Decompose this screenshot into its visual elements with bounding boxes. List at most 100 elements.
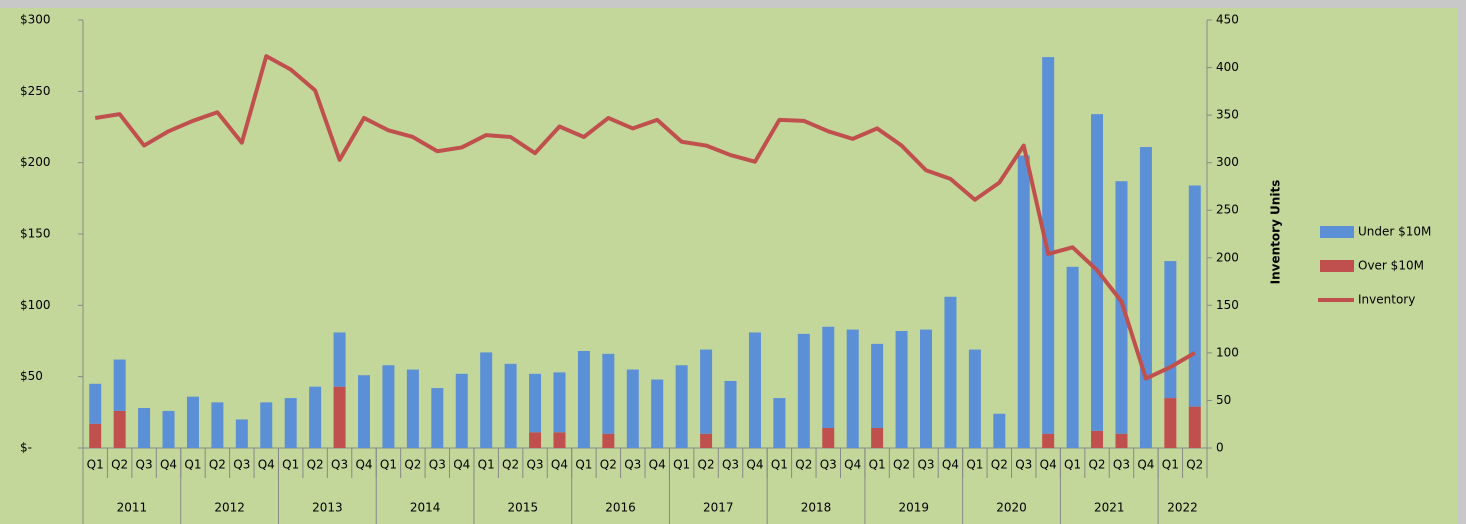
x-tick-label: Q1 — [87, 458, 104, 472]
x-tick-label: Q2 — [307, 458, 324, 472]
x-group-label: 2013 — [312, 501, 343, 515]
bar — [529, 373, 542, 433]
x-tick-label: Q1 — [184, 458, 201, 472]
bar — [260, 402, 273, 448]
bar — [1066, 266, 1079, 448]
y-tick-label: $100 — [20, 298, 51, 312]
x-tick-label: Q4 — [942, 458, 959, 472]
bar — [186, 396, 199, 448]
legend-swatch — [1320, 226, 1354, 238]
x-group-label: 2017 — [703, 501, 734, 515]
legend-swatch — [1320, 260, 1354, 272]
x-group-label: 2012 — [214, 501, 245, 515]
bar — [968, 349, 981, 448]
y-tick-label: $250 — [20, 84, 51, 98]
x-group-label: 2019 — [899, 501, 930, 515]
bar — [602, 353, 615, 434]
bar — [138, 408, 151, 448]
x-tick-label: Q2 — [893, 458, 910, 472]
bar — [333, 332, 346, 387]
bar — [651, 379, 664, 448]
x-tick-label: Q1 — [869, 458, 886, 472]
x-tick-label: Q3 — [526, 458, 543, 472]
x-tick-label: Q3 — [722, 458, 739, 472]
x-tick-label: Q2 — [600, 458, 617, 472]
bar — [162, 410, 175, 448]
bar — [773, 398, 786, 448]
bar — [871, 343, 884, 429]
bar — [89, 423, 102, 448]
x-tick-label: Q2 — [502, 458, 519, 472]
bar — [944, 296, 957, 448]
y2-tick-label: 100 — [1216, 345, 1239, 359]
x-tick-label: Q1 — [1162, 458, 1179, 472]
legend-label: Inventory — [1358, 293, 1415, 307]
x-tick-label: Q3 — [1113, 458, 1130, 472]
bar — [1115, 433, 1128, 448]
y2-axis-title: Inventory Units — [1269, 180, 1283, 285]
bar — [211, 402, 224, 448]
y2-tick-label: 400 — [1216, 60, 1239, 74]
bar — [1188, 185, 1201, 407]
x-group-label: 2020 — [996, 501, 1027, 515]
x-group-label: 2011 — [117, 501, 148, 515]
x-tick-label: Q4 — [160, 458, 177, 472]
bar — [431, 388, 444, 448]
x-tick-label: Q1 — [380, 458, 397, 472]
x-tick-label: Q2 — [209, 458, 226, 472]
bar — [529, 432, 542, 448]
bar — [626, 369, 639, 448]
x-tick-label: Q2 — [698, 458, 715, 472]
x-tick-label: Q3 — [429, 458, 446, 472]
x-group-label: 2015 — [508, 501, 539, 515]
x-tick-label: Q1 — [282, 458, 299, 472]
bar — [504, 363, 517, 448]
x-tick-label: Q4 — [746, 458, 763, 472]
bar — [455, 373, 468, 448]
legend-label: Under $10M — [1358, 225, 1431, 239]
x-tick-label: Q1 — [575, 458, 592, 472]
bar — [284, 398, 297, 448]
bar — [602, 433, 615, 448]
bar — [1017, 155, 1030, 449]
y-tick-label: $- — [20, 441, 32, 455]
bar — [235, 419, 248, 448]
x-group-label: 2014 — [410, 501, 441, 515]
bar — [1188, 406, 1201, 448]
x-group-label: 2022 — [1167, 501, 1198, 515]
y2-tick-label: 50 — [1216, 393, 1231, 407]
x-tick-label: Q4 — [1040, 458, 1057, 472]
y2-tick-label: 450 — [1216, 13, 1239, 27]
x-tick-label: Q4 — [258, 458, 275, 472]
x-tick-label: Q2 — [404, 458, 421, 472]
legend-label: Over $10M — [1358, 259, 1424, 273]
bar — [358, 375, 370, 448]
x-tick-label: Q2 — [991, 458, 1008, 472]
y2-tick-label: 300 — [1216, 155, 1239, 169]
line — [94, 54, 1196, 381]
x-group-label: 2021 — [1094, 501, 1125, 515]
bar — [724, 380, 737, 448]
bar — [553, 372, 566, 433]
x-tick-label: Q1 — [478, 458, 495, 472]
x-tick-label: Q3 — [624, 458, 641, 472]
x-tick-label: Q4 — [649, 458, 666, 472]
bar — [1091, 430, 1104, 448]
y-tick-label: $50 — [20, 369, 43, 383]
x-tick-label: Q2 — [1088, 458, 1105, 472]
x-group-label: 2018 — [801, 501, 832, 515]
x-tick-label: Q4 — [355, 458, 372, 472]
bar — [1042, 433, 1055, 448]
bar — [846, 329, 859, 448]
bar — [89, 383, 102, 424]
x-tick-label: Q4 — [551, 458, 568, 472]
y-tick-label: $300 — [20, 13, 51, 27]
y2-tick-label: 250 — [1216, 203, 1239, 217]
x-tick-label: Q2 — [1186, 458, 1203, 472]
bar — [333, 386, 346, 448]
bar — [675, 365, 688, 448]
bar — [406, 369, 419, 448]
x-tick-label: Q4 — [453, 458, 470, 472]
x-tick-label: Q3 — [331, 458, 348, 472]
